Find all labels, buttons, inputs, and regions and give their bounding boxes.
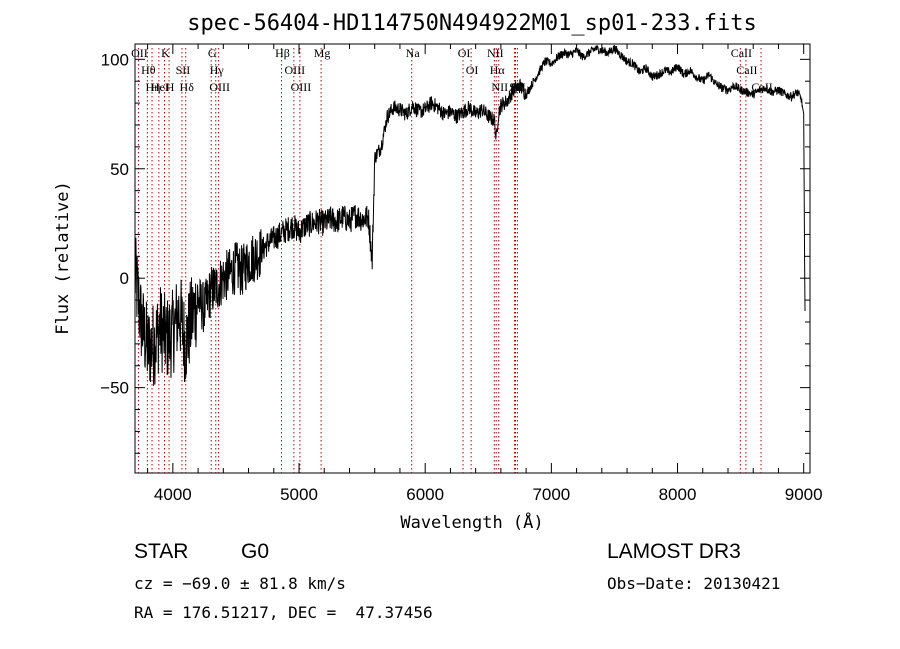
line-marker-label: OIII (291, 80, 312, 94)
object-class: STAR (134, 540, 189, 563)
line-marker-label: OII (131, 46, 148, 60)
x-tick-label: 5000 (280, 485, 318, 504)
chart-title: spec-56404-HD114750N494922M01_sp01-233.f… (187, 11, 757, 36)
line-marker-label: K (161, 46, 170, 60)
obs-date: Obs−Date: 20130421 (607, 574, 781, 593)
line-marker-label: OIII (209, 80, 230, 94)
line-marker-label: OI (466, 63, 479, 77)
flux-line (134, 45, 806, 386)
line-marker-label: HeI (151, 80, 169, 94)
ra-dec: RA = 176.51217, DEC = 47.37456 (134, 603, 433, 622)
line-marker-label: NII (487, 46, 504, 60)
line-marker-label: OIII (285, 63, 306, 77)
line-marker-label: Hγ (210, 63, 225, 77)
y-tick-label: 0 (120, 269, 129, 288)
line-marker-label: Hβ (275, 46, 290, 60)
x-tick-label: 8000 (659, 485, 697, 504)
axis-ticks (135, 44, 810, 473)
object-subclass: G0 (241, 540, 270, 563)
line-marker-label: CaII (736, 63, 757, 77)
survey-label: LAMOST DR3 (607, 540, 741, 563)
line-marker-label: OI (458, 46, 471, 60)
line-marker-label: Hδ (180, 80, 195, 94)
line-marker-label: CaII (731, 46, 752, 60)
line-marker-label: Na (406, 46, 421, 60)
spectrum-series (134, 45, 806, 386)
line-marker-label: SII (176, 63, 191, 77)
x-tick-label: 4000 (154, 485, 192, 504)
spectral-line-markers (137, 48, 762, 473)
axis-tick-labels: 4000 5000 6000 7000 8000 9000 −50 0 50 100 (100, 50, 822, 504)
line-marker-label: G (208, 46, 217, 60)
line-marker-label: H (166, 80, 175, 94)
line-marker-label: Hη (146, 80, 161, 94)
line-marker-label: Hα (490, 63, 506, 77)
x-tick-label: 7000 (532, 485, 570, 504)
line-marker-label: Mg (314, 46, 331, 60)
plot-frame (134, 43, 811, 474)
x-axis-label: Wavelength (Å) (400, 511, 543, 533)
y-axis-label: Flux (relative) (53, 181, 73, 335)
x-tick-label: 6000 (406, 485, 444, 504)
line-marker-label: NII (491, 80, 508, 94)
y-tick-label: 100 (101, 50, 129, 69)
y-tick-label: −50 (100, 379, 129, 398)
redshift-cz: cz = −69.0 ± 81.8 km/s (134, 574, 346, 593)
line-marker-label: Hθ (141, 63, 156, 77)
x-tick-label: 9000 (785, 485, 823, 504)
y-tick-label: 50 (110, 160, 129, 179)
